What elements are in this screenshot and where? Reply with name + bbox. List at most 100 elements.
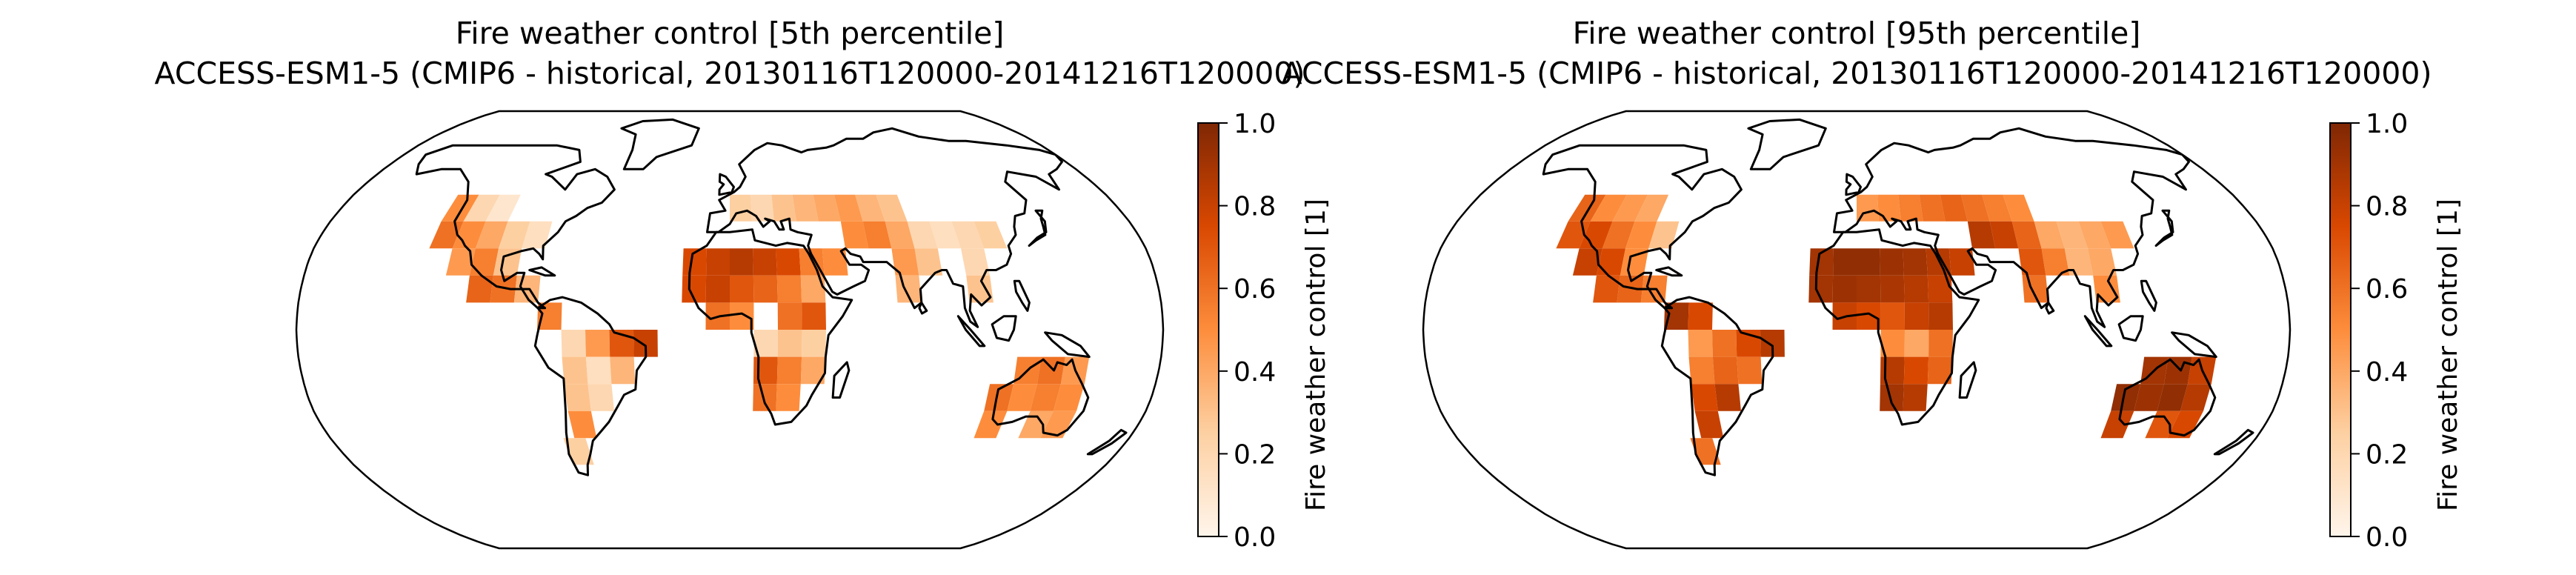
heatmap-cell (771, 194, 796, 222)
colorbar-tick-label: 0.6 (1234, 274, 1276, 305)
coastline-south-america (1660, 296, 1774, 476)
heatmap-cell (1625, 221, 1657, 249)
heatmap-cell (1737, 356, 1763, 385)
heatmap-cell (984, 384, 1014, 411)
heatmap-cell (1880, 356, 1905, 385)
heatmap-cell (452, 221, 486, 249)
colorbar-2-ticks: 0.0 0.2 0.4 0.6 0.8 1.0 (2351, 109, 2408, 553)
heatmap-cell (802, 302, 826, 330)
heatmap-cell (441, 194, 479, 222)
heatmap-cell (891, 248, 919, 276)
coastline-sri-lanka (2045, 301, 2055, 315)
heatmap-cell (1877, 194, 1901, 222)
coastline-greenland (620, 118, 700, 170)
coastline-cuba (528, 266, 556, 277)
coastlines (1542, 118, 2254, 476)
heatmap-cell (1712, 356, 1739, 385)
coastline-greenland (1747, 118, 1827, 170)
heatmap-cell (961, 248, 991, 276)
heatmap-cell (1596, 248, 1625, 276)
colorbar-tick-label: 0.0 (1234, 522, 1276, 553)
heatmap-cell (1760, 330, 1785, 357)
heatmap-cell (929, 221, 961, 249)
heatmap-cell (475, 221, 508, 249)
heatmap-cell (834, 194, 863, 222)
heatmap-cell (1880, 330, 1905, 357)
heatmap-cell (682, 275, 707, 303)
heatmap-cell (776, 275, 802, 303)
heatmap-cell (730, 248, 753, 276)
heatmap-cell (1989, 221, 2019, 249)
heatmap-cell (1617, 275, 1644, 303)
heatmap-cell (469, 248, 499, 276)
heatmap-cell (537, 302, 562, 330)
heatmap-cell (1712, 330, 1737, 357)
heatmap-cell (2078, 221, 2111, 249)
coastline-britain (1845, 173, 1862, 196)
heatmap-cell (1927, 356, 1953, 385)
coastline-madagascar (1958, 361, 1977, 399)
heatmap-cell (2011, 221, 2042, 249)
heatmap-cell (1857, 248, 1880, 276)
heatmap-cell (2034, 221, 2065, 249)
heatmap-cell (1602, 221, 1635, 249)
coastline-africa (1814, 228, 1980, 426)
heatmap-cell (951, 221, 985, 249)
heatmap-cell (2003, 194, 2034, 222)
coastline-north-america (415, 144, 616, 310)
map-panel-2 (1422, 110, 2292, 550)
colorbar-tick-label: 0.2 (2366, 439, 2408, 470)
heatmap-cell (750, 194, 774, 222)
heatmap-cell (2145, 411, 2180, 439)
heatmap-cell (610, 356, 636, 385)
panel-2-title-line2: ACCESS-ESM1-5 (CMIP6 - historical, 20130… (1281, 56, 2432, 91)
colorbar-1-ticks: 0.0 0.2 0.4 0.6 0.8 1.0 (1219, 109, 1276, 553)
heatmap-cell (2167, 411, 2203, 439)
coastline-australia (991, 358, 1090, 437)
coastline-borneo (2117, 315, 2144, 342)
heatmap-cell (1664, 302, 1689, 330)
heatmap-cell (2064, 248, 2094, 276)
heatmap-cell (777, 302, 802, 330)
heatmap-cell (463, 194, 500, 222)
map-panel-1 (295, 110, 1165, 550)
heatmap-cell (1694, 411, 1724, 439)
coastline-australia (2118, 358, 2217, 437)
heatmap-cell (1808, 275, 1834, 303)
heatmap-cell (1927, 275, 1953, 303)
heatmap-cell (2180, 384, 2211, 411)
heatmap-cell (1903, 275, 1929, 303)
heatmap-cell (585, 356, 612, 385)
heatmap-cell (895, 275, 922, 303)
coastline-new-guinea (1044, 331, 1091, 359)
heatmap-cell (1572, 248, 1602, 276)
colorbar-tick-label: 0.6 (2366, 274, 2408, 305)
heatmap-cell (682, 248, 707, 276)
colorbar-2-label: Fire weather control [1] (2433, 199, 2463, 511)
heatmap-cell (1634, 194, 1669, 222)
heatmap-cell (1967, 221, 1996, 249)
heatmap-cell (633, 330, 658, 357)
coastline-philippines (2140, 279, 2157, 312)
coastline-britain (718, 173, 735, 196)
panel-1-title: Fire weather control [5th percentile] AC… (155, 13, 1305, 93)
coastline-eurasia (1833, 127, 2190, 328)
heatmap-cell (1857, 275, 1881, 303)
colorbar-tick-label: 1.0 (2366, 109, 2408, 139)
heatmap-cell (1928, 330, 1953, 357)
heatmap-cell (1691, 384, 1718, 411)
heatmap-cell (974, 411, 1008, 439)
heatmap-cell (802, 330, 826, 357)
heatmap-cell (1648, 221, 1680, 249)
heatmap-cell (974, 221, 1008, 249)
heatmap-cell (2018, 248, 2046, 276)
coastline-philippines (1013, 279, 1031, 312)
heatmap-cell (753, 248, 777, 276)
heatmap-cell (499, 221, 530, 249)
colorbar-tick-label: 0.4 (2366, 357, 2408, 388)
heatmap-cell (1579, 221, 1613, 249)
heatmap-cell (2022, 275, 2049, 303)
coastlines (415, 118, 1128, 476)
heatmap-cell (907, 221, 938, 249)
